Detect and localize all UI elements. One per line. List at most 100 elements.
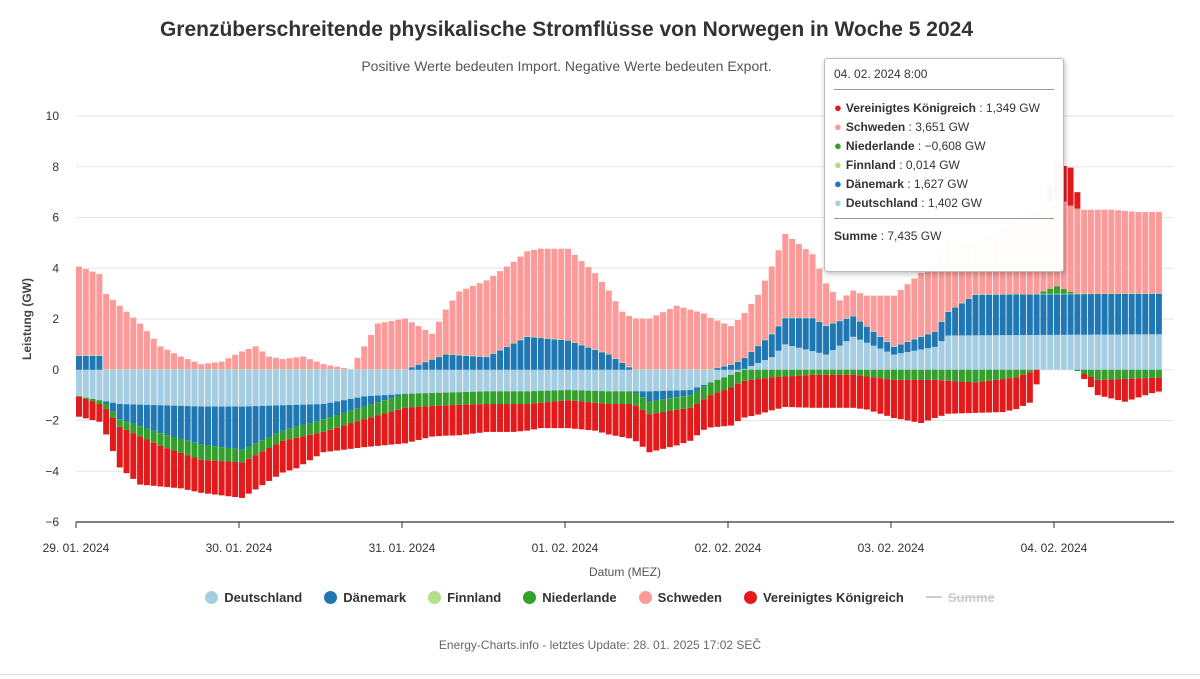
bar-deutschland[interactable] xyxy=(999,335,1006,370)
bar-vereinigtes-königreich[interactable] xyxy=(1074,192,1081,209)
bar-deutschland[interactable] xyxy=(891,354,897,370)
bar-finnland[interactable] xyxy=(945,311,952,312)
bar-niederlande[interactable] xyxy=(755,369,762,380)
bar-dänemark[interactable] xyxy=(130,404,137,424)
bar-vereinigtes-königreich[interactable] xyxy=(272,444,279,477)
bar-deutschland[interactable] xyxy=(578,369,585,391)
bar-vereinigtes-königreich[interactable] xyxy=(517,404,524,432)
bar-finnland[interactable] xyxy=(816,321,823,322)
bar-dänemark[interactable] xyxy=(245,406,252,447)
bar-vereinigtes-königreich[interactable] xyxy=(891,379,897,418)
bar-deutschland[interactable] xyxy=(646,369,653,392)
bar-niederlande[interactable] xyxy=(109,411,116,418)
bar-niederlande[interactable] xyxy=(598,391,605,404)
bar-dänemark[interactable] xyxy=(205,406,212,446)
bar-dänemark[interactable] xyxy=(598,352,605,370)
legend-item-schweden[interactable]: Schweden xyxy=(638,590,722,605)
bar-finnland[interactable] xyxy=(843,318,850,319)
bar-schweden[interactable] xyxy=(239,351,245,370)
bar-finnland[interactable] xyxy=(728,364,734,365)
bar-niederlande[interactable] xyxy=(1101,369,1108,380)
bar-schweden[interactable] xyxy=(408,322,415,367)
bar-vereinigtes-königreich[interactable] xyxy=(531,403,538,430)
bar-niederlande[interactable] xyxy=(150,430,157,443)
bar-deutschland[interactable] xyxy=(1060,334,1067,370)
bar-schweden[interactable] xyxy=(816,268,823,322)
bar-dänemark[interactable] xyxy=(952,307,959,336)
bar-deutschland[interactable] xyxy=(592,369,599,391)
bar-niederlande[interactable] xyxy=(741,369,748,381)
bar-deutschland[interactable] xyxy=(1094,334,1101,370)
bar-niederlande[interactable] xyxy=(374,402,381,416)
bar-deutschland[interactable] xyxy=(537,369,544,391)
bar-schweden[interactable] xyxy=(918,272,925,337)
bar-vereinigtes-königreich[interactable] xyxy=(340,425,347,450)
bar-vereinigtes-königreich[interactable] xyxy=(714,392,721,427)
bar-dänemark[interactable] xyxy=(524,336,531,370)
bar-niederlande[interactable] xyxy=(952,369,959,382)
bar-niederlande[interactable] xyxy=(422,393,429,407)
bar-dänemark[interactable] xyxy=(143,404,150,429)
bar-vereinigtes-königreich[interactable] xyxy=(823,374,830,408)
bar-vereinigtes-königreich[interactable] xyxy=(490,404,497,432)
bar-deutschland[interactable] xyxy=(687,369,694,391)
bar-finnland[interactable] xyxy=(456,354,463,356)
bar-finnland[interactable] xyxy=(524,336,531,337)
bar-finnland[interactable] xyxy=(714,367,721,369)
bar-vereinigtes-königreich[interactable] xyxy=(476,404,483,433)
bar-deutschland[interactable] xyxy=(272,369,279,406)
bar-schweden[interactable] xyxy=(456,291,463,355)
bar-dänemark[interactable] xyxy=(958,303,965,336)
bar-dänemark[interactable] xyxy=(449,354,456,370)
bar-schweden[interactable] xyxy=(279,359,286,370)
bar-niederlande[interactable] xyxy=(334,415,341,428)
bar-dänemark[interactable] xyxy=(435,357,442,370)
bar-vereinigtes-königreich[interactable] xyxy=(755,379,762,415)
bar-vereinigtes-königreich[interactable] xyxy=(1155,377,1162,392)
bar-finnland[interactable] xyxy=(761,339,768,341)
bar-deutschland[interactable] xyxy=(218,369,225,407)
bar-niederlande[interactable] xyxy=(979,369,986,382)
bar-niederlande[interactable] xyxy=(666,398,673,411)
bar-vereinigtes-königreich[interactable] xyxy=(734,383,741,422)
bar-vereinigtes-königreich[interactable] xyxy=(646,414,653,453)
bar-schweden[interactable] xyxy=(728,326,734,365)
bar-finnland[interactable] xyxy=(96,355,103,356)
bar-vereinigtes-königreich[interactable] xyxy=(211,460,218,495)
bar-finnland[interactable] xyxy=(863,326,870,327)
bar-deutschland[interactable] xyxy=(795,347,802,370)
bar-dänemark[interactable] xyxy=(768,334,775,358)
bar-deutschland[interactable] xyxy=(252,369,259,407)
bar-finnland[interactable] xyxy=(1121,293,1128,294)
bar-finnland[interactable] xyxy=(510,343,517,344)
bar-schweden[interactable] xyxy=(537,248,544,338)
bar-schweden[interactable] xyxy=(368,334,375,370)
bar-schweden[interactable] xyxy=(402,318,408,370)
bar-dänemark[interactable] xyxy=(340,400,347,413)
bar-deutschland[interactable] xyxy=(1074,334,1081,370)
bar-niederlande[interactable] xyxy=(354,408,361,422)
bar-vereinigtes-königreich[interactable] xyxy=(429,406,436,437)
bar-dänemark[interactable] xyxy=(626,367,633,370)
bar-vereinigtes-königreich[interactable] xyxy=(619,404,626,437)
bar-deutschland[interactable] xyxy=(109,369,116,403)
bar-schweden[interactable] xyxy=(1142,212,1149,294)
bar-vereinigtes-königreich[interactable] xyxy=(802,375,809,408)
bar-vereinigtes-königreich[interactable] xyxy=(381,413,388,446)
bar-dänemark[interactable] xyxy=(857,321,864,340)
bar-niederlande[interactable] xyxy=(551,390,558,402)
bar-niederlande[interactable] xyxy=(924,369,931,380)
bar-deutschland[interactable] xyxy=(945,335,952,370)
bar-dänemark[interactable] xyxy=(1135,293,1142,335)
bar-deutschland[interactable] xyxy=(653,369,660,392)
bar-niederlande[interactable] xyxy=(137,426,144,437)
bar-niederlande[interactable] xyxy=(177,438,184,453)
bar-deutschland[interactable] xyxy=(728,369,734,375)
bar-schweden[interactable] xyxy=(320,364,327,370)
bar-dänemark[interactable] xyxy=(272,405,279,434)
bar-dänemark[interactable] xyxy=(1128,293,1135,335)
bar-niederlande[interactable] xyxy=(958,369,965,382)
bar-vereinigtes-königreich[interactable] xyxy=(1033,369,1040,385)
bar-schweden[interactable] xyxy=(958,241,965,303)
bar-deutschland[interactable] xyxy=(1013,335,1020,370)
